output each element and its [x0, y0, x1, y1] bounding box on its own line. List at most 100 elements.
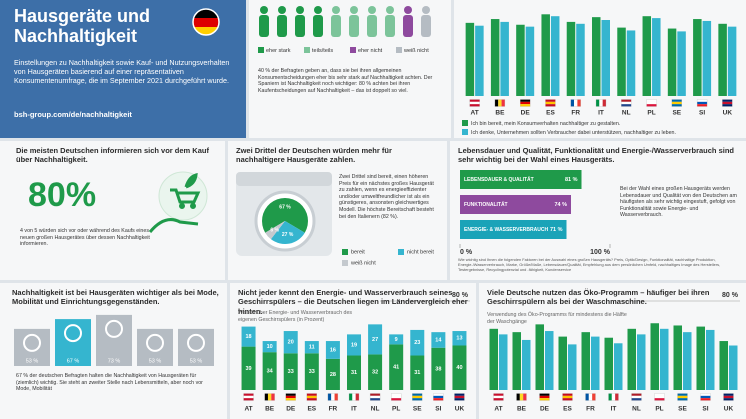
person-body — [385, 15, 395, 37]
flag-stripe — [539, 393, 550, 396]
eco-title: Viele Deutsche nutzen das Öko-Programm –… — [487, 288, 710, 307]
value-label: 33 — [309, 369, 315, 375]
person-body — [349, 15, 359, 37]
person-head — [314, 6, 322, 14]
country-flag — [539, 393, 550, 401]
person-head — [404, 6, 412, 14]
bar — [576, 23, 585, 96]
flag-stripe — [631, 398, 642, 401]
bar — [683, 332, 692, 390]
flag-stripe — [433, 393, 444, 396]
bar — [627, 328, 636, 390]
bar — [727, 26, 737, 96]
legend-label: Ich denke, Unternehmen sollten Verbrauch… — [471, 130, 676, 136]
flag-stripe — [615, 393, 619, 401]
x-tick-label: NL — [622, 110, 631, 117]
x-tick-label: IT — [598, 110, 604, 117]
value-label: 28 — [330, 372, 336, 378]
flag-stripe — [700, 395, 711, 399]
dishwasher-subtitle: Wissen über Energie- und Wasserverbrauch… — [238, 310, 353, 323]
flag-stripe — [697, 104, 708, 107]
x-tick-label: AT — [244, 406, 252, 413]
link[interactable]: bsh-group.com/de/nachhaltigkeit — [14, 110, 132, 119]
flag-stripe — [677, 393, 688, 396]
flag-stripe — [334, 393, 338, 401]
bar-segment — [368, 354, 383, 390]
flag-stripe — [370, 395, 381, 399]
value-label: 6 % — [270, 227, 279, 233]
bar — [500, 21, 509, 96]
bar-segment — [262, 352, 277, 390]
flag-stripe — [494, 99, 499, 107]
country-flag — [348, 393, 360, 401]
flag-stripe — [723, 393, 734, 396]
flag-border — [671, 99, 682, 107]
x-tick-label: DE — [286, 406, 296, 413]
sectors-text: 67 % der deutschen Befragten halten die … — [16, 373, 203, 393]
sector-icon — [23, 333, 41, 352]
flag-stripe — [520, 104, 531, 107]
country-flag — [516, 393, 527, 401]
sector-icon — [187, 333, 205, 352]
eco-subtitle: Verwendung des Öko-Programms für mindest… — [487, 312, 627, 325]
flag-border — [562, 393, 573, 401]
sector-icon — [105, 319, 123, 338]
bar-segment — [431, 332, 446, 348]
flag-border — [545, 99, 556, 107]
bar — [660, 328, 669, 390]
flag-border — [454, 393, 465, 401]
flag-stripe — [498, 99, 502, 107]
x-tick-label: 0 % — [460, 249, 473, 256]
flag-stripe — [654, 398, 665, 401]
flag-stripe — [352, 393, 356, 401]
flag-stripe — [520, 99, 531, 102]
bar — [545, 331, 554, 390]
value-label: 53 % — [190, 358, 203, 364]
inform-title: Die meisten Deutschen informieren sich v… — [16, 146, 209, 165]
attitude-text: 40 % der Befragten geben an, dass sie be… — [258, 68, 433, 94]
person-head — [386, 6, 394, 14]
value-label: 81 % — [565, 177, 578, 183]
flag-stripe — [271, 393, 275, 401]
x-tick-label: SE — [672, 110, 681, 117]
value-label: 31 — [414, 370, 420, 376]
flag-border — [327, 393, 339, 401]
x-tick-label: BE — [495, 110, 505, 117]
flag-stripe — [433, 398, 444, 401]
flag-stripe — [621, 99, 632, 102]
person-head — [296, 6, 304, 14]
flag-stripe — [562, 398, 573, 401]
legend-label: bereit — [351, 249, 365, 255]
x-tick-label: ES — [307, 406, 316, 413]
y-tick-label: 80 % — [722, 292, 739, 299]
country-flag — [671, 99, 682, 107]
flag-stripe — [646, 99, 657, 102]
value-label: 20 — [288, 340, 294, 346]
bar — [525, 26, 535, 96]
flag-stripe — [519, 393, 524, 401]
x-tick-label: NL — [632, 406, 641, 413]
flag-stripe — [306, 395, 317, 399]
country-flag — [285, 393, 296, 401]
country-flag — [264, 393, 275, 401]
country-flag — [243, 393, 254, 401]
bar — [490, 19, 500, 96]
bar — [604, 337, 613, 390]
flag-border — [595, 99, 607, 107]
flag-stripe — [723, 395, 734, 399]
value-label: 13 — [456, 336, 462, 342]
flag-border — [631, 393, 642, 401]
person-body — [259, 15, 269, 37]
flag-stripe — [285, 395, 296, 399]
country-flag — [369, 393, 381, 401]
x-tick-label: AT — [494, 406, 502, 413]
inform-figure: 80% — [28, 176, 97, 214]
bar-segment — [389, 334, 404, 345]
flag-stripe — [285, 398, 296, 401]
legend-swatch — [304, 47, 310, 53]
bar — [673, 325, 682, 390]
bar — [475, 25, 484, 97]
bar-segment — [347, 334, 361, 356]
bar-segment — [431, 347, 446, 390]
